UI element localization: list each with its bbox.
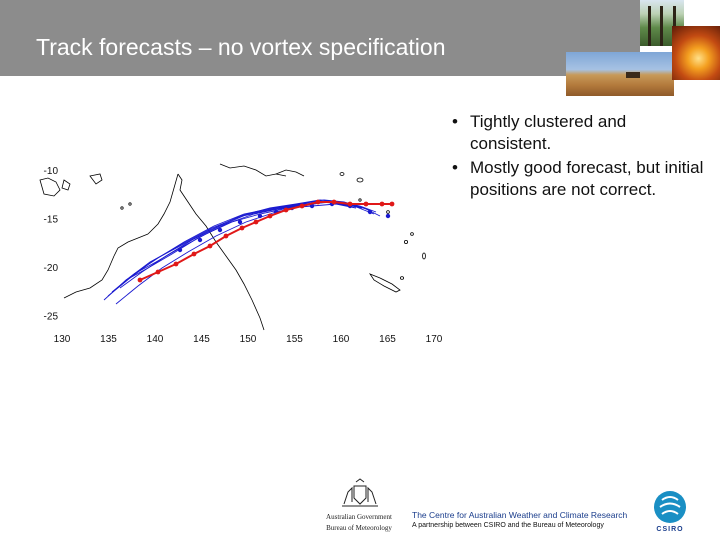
bushfire-photo [672,26,720,80]
x-tick-label: 155 [286,334,303,345]
bullet-dot-icon: • [452,158,458,177]
bullet-item: • Mostly good forecast, but initial posi… [450,157,710,201]
bullet-dot-icon: • [452,112,458,131]
bullet-list: • Tightly clustered and consistent. • Mo… [450,111,710,203]
partnership-text: A partnership between CSIRO and the Bure… [412,522,604,529]
x-tick-label: 170 [426,334,443,345]
centre-name: The Centre for Australian Weather and Cl… [412,510,628,520]
csiro-logo-icon [654,491,686,523]
bureau-name: Bureau of Meteorology [326,524,392,532]
y-tick-label: -10 [44,166,59,177]
government-name: Australian Government [326,513,392,521]
y-tick-label: -15 [44,215,59,226]
x-tick-label: 130 [54,334,71,345]
coat-of-arms-icon [342,478,378,507]
x-tick-label: 160 [333,334,350,345]
csiro-wordmark: CSIRO [656,526,684,533]
wheat-field-photo [566,52,674,96]
bullet-text: Mostly good forecast, but initial positi… [470,158,704,199]
coastline [39,163,426,331]
x-tick-label: 135 [100,334,117,345]
x-tick-label: 140 [147,334,164,345]
y-tick-label: -25 [44,312,59,323]
bullet-item: • Tightly clustered and consistent. [450,111,710,155]
cyclone-track-map: 130 135 140 145 150 155 160 165 170 -10 -15 -20 -25 [39,163,443,345]
x-tick-label: 145 [193,334,210,345]
title-bar [0,0,640,76]
government-logo: Australian Government Bureau of Meteorol… [318,478,400,538]
x-tick-label: 165 [379,334,396,345]
x-tick-label: 150 [240,334,257,345]
forecast-tracks [103,199,381,305]
bullet-text: Tightly clustered and consistent. [470,112,627,153]
observed-track [137,199,395,283]
y-tick-label: -20 [44,263,59,274]
y-axis: -10 -15 -20 -25 [44,166,59,323]
x-axis: 130 135 140 145 150 155 160 165 170 [54,334,443,345]
slide-title: Track forecasts – no vortex specificatio… [36,34,446,60]
csiro-logo: CSIRO [652,490,688,536]
